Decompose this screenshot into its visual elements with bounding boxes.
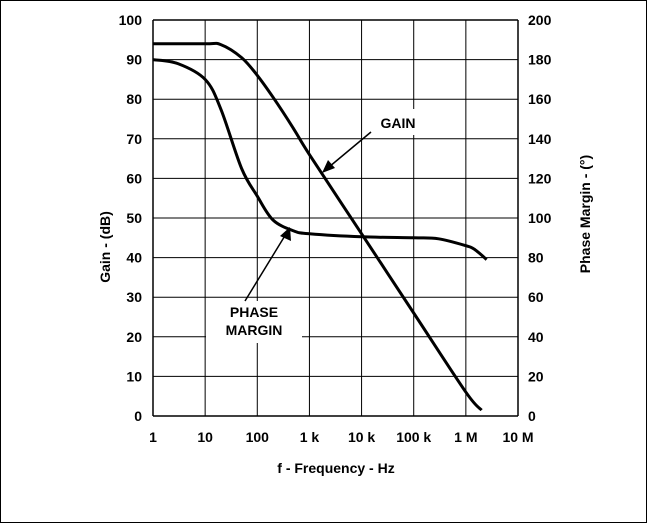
y-tick-label-left: 0 xyxy=(134,408,142,424)
x-tick-label: 100 xyxy=(246,429,270,445)
y-tick-label-left: 40 xyxy=(126,250,142,266)
phase-margin-label-line2: MARGIN xyxy=(226,322,283,338)
gain-curve xyxy=(152,41,483,412)
y-tick-label-right: 60 xyxy=(528,289,544,305)
y-tick-label-right: 160 xyxy=(528,91,552,107)
chart-grid xyxy=(152,19,519,417)
chart-annotations: GAIN PHASE MARGIN xyxy=(206,109,425,343)
y-tick-label-right: 20 xyxy=(528,368,544,384)
phase-margin-arrow-shaft xyxy=(244,233,287,302)
gain-label: GAIN xyxy=(381,115,416,131)
phase-margin-curve xyxy=(152,58,488,261)
x-tick-label: 10 M xyxy=(502,429,533,445)
x-tick-label: 1 xyxy=(149,429,157,445)
x-axis-title: f - Frequency - Hz xyxy=(277,460,394,476)
y-tick-label-left: 10 xyxy=(126,368,142,384)
chart-tick-labels: 1 10 100 1 k 10 k 100 k 1 M 10 M 0 10 20 30 40 50 60 70… xyxy=(119,12,552,445)
phase-margin-label-line1: PHASE xyxy=(230,304,278,320)
y-tick-label-right: 100 xyxy=(528,210,552,226)
y-tick-label-left: 100 xyxy=(119,12,143,28)
gain-arrowhead xyxy=(322,160,335,173)
phase-margin-label-backing xyxy=(206,301,302,343)
x-tick-label: 10 k xyxy=(348,429,375,445)
y-tick-label-left: 20 xyxy=(126,329,142,345)
y-tick-label-left: 90 xyxy=(126,52,142,68)
x-tick-label: 100 k xyxy=(396,429,431,445)
x-tick-label: 1 M xyxy=(454,429,477,445)
y-axis-title-left: Gain - (dB) xyxy=(97,211,113,283)
y-tick-label-right: 80 xyxy=(528,250,544,266)
y-tick-label-right: 180 xyxy=(528,52,552,68)
x-tick-label: 10 xyxy=(197,429,213,445)
y-tick-label-right: 120 xyxy=(528,170,552,186)
y-tick-label-right: 0 xyxy=(528,408,536,424)
y-axis-title-right: Phase Margin - (°) xyxy=(577,155,593,273)
y-tick-label-left: 60 xyxy=(126,170,142,186)
x-tick-label: 1 k xyxy=(300,429,320,445)
y-tick-label-left: 30 xyxy=(126,289,142,305)
y-tick-label-right: 200 xyxy=(528,12,552,28)
y-tick-label-right: 40 xyxy=(528,329,544,345)
gain-arrow-shaft xyxy=(328,131,372,168)
y-tick-label-right: 140 xyxy=(528,131,552,147)
y-tick-label-left: 70 xyxy=(126,131,142,147)
phase-margin-arrowhead xyxy=(280,227,291,241)
chart-curves xyxy=(152,41,488,412)
y-tick-label-left: 80 xyxy=(126,91,142,107)
gain-label-backing xyxy=(373,109,425,135)
y-tick-label-left: 50 xyxy=(126,210,142,226)
